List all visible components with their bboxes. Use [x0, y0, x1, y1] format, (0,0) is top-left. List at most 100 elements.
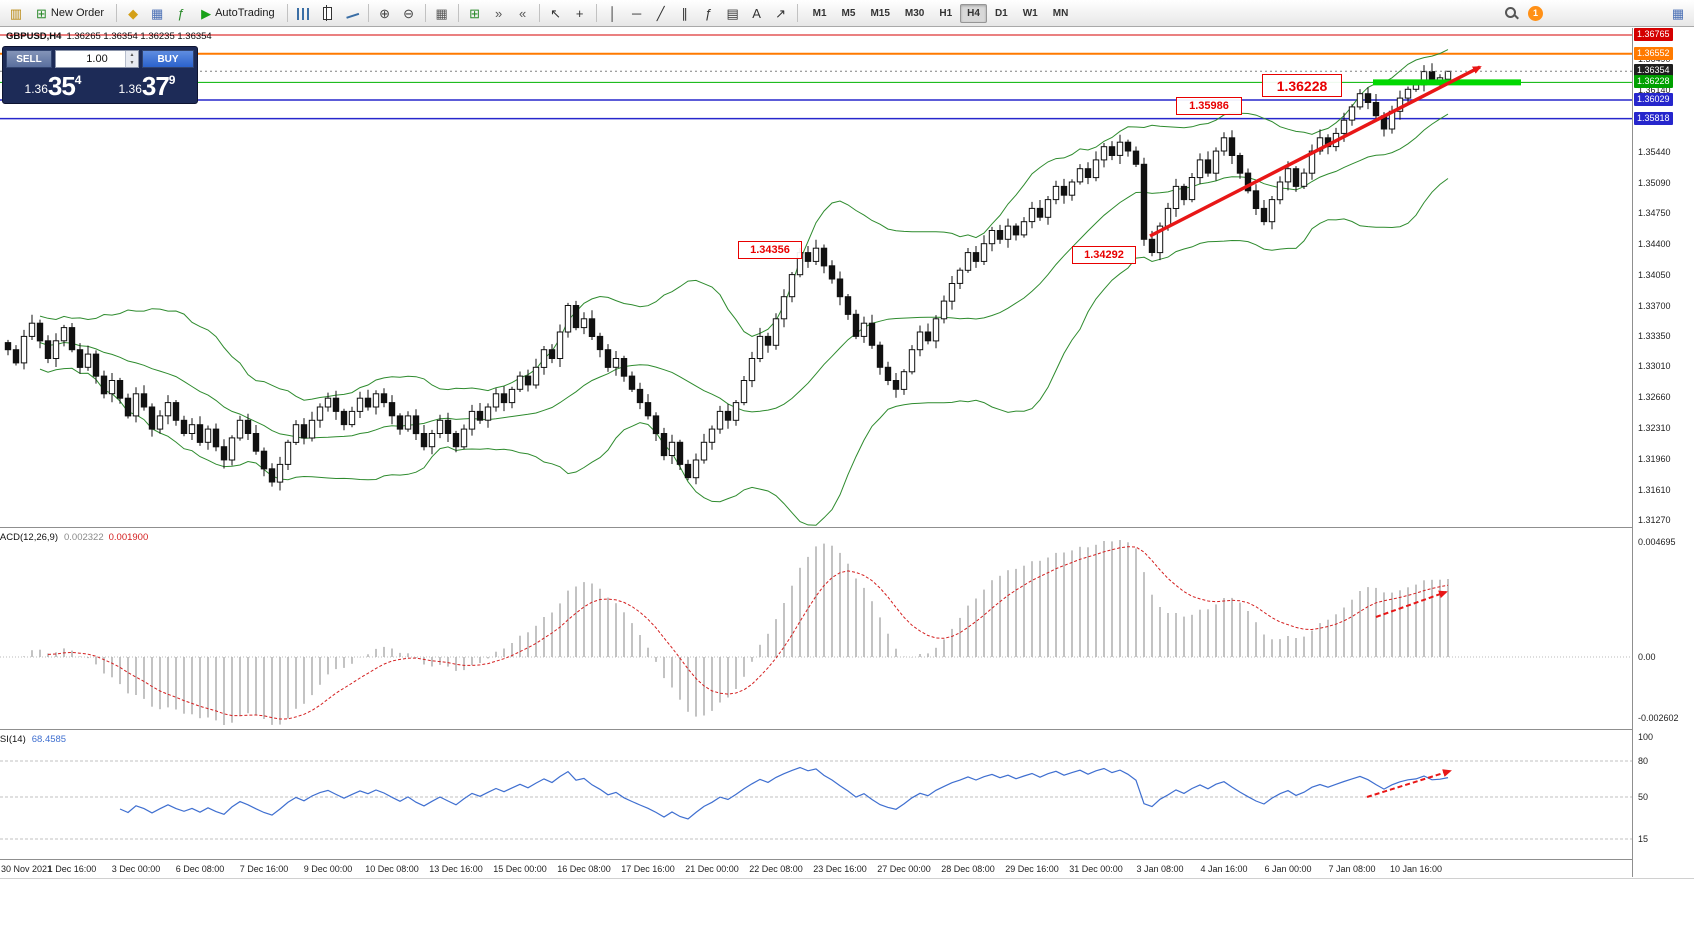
vertical-line-icon[interactable]: │ — [601, 1, 625, 25]
time-axis-label: 29 Dec 16:00 — [1005, 864, 1059, 874]
main-toolbar: ▥ ⊞ New Order ◆ ▦ ƒ ▶ AutoTrading ⊕ ⊖ ▦ ⊞» «↖ + │ ─ ╱ ∥ ƒ ▤… — [0, 0, 1694, 27]
rsi-name: RSI(14) — [0, 734, 26, 745]
autotrading-icon: ▶ — [201, 5, 212, 21]
ask-price: 1.36 37 9 — [100, 71, 194, 100]
autotrading-button[interactable]: ▶ AutoTrading — [193, 1, 283, 25]
chart-bottom-border — [0, 878, 1694, 879]
time-axis-label: 31 Dec 00:00 — [1069, 864, 1123, 874]
sell-button[interactable]: SELL — [6, 50, 52, 68]
bar-chart-icon — [297, 7, 311, 20]
arrows-icon-icon: ↗ — [775, 5, 787, 21]
timeframe-m15-button[interactable]: M15 — [870, 7, 890, 19]
chart-shift-icon[interactable]: « — [511, 1, 535, 25]
toolbar-separator — [286, 4, 288, 22]
line-chart-icon[interactable] — [340, 1, 364, 25]
volume-down-icon[interactable]: ▼ — [126, 59, 138, 67]
indicators-list-icon-icon: ƒ — [177, 5, 185, 21]
arrows-icon[interactable]: ↗ — [769, 1, 793, 25]
timeframe-m5-button[interactable]: M5 — [841, 7, 856, 19]
time-axis-label: 21 Dec 00:00 — [685, 864, 739, 874]
cursor-icon[interactable]: ↖ — [544, 1, 568, 25]
equidistant-channel-icon[interactable]: ∥ — [673, 1, 697, 25]
rsi-panel-canvas[interactable] — [0, 730, 1632, 859]
tile-windows-icon[interactable]: ▦ — [430, 1, 454, 25]
time-axis-label: 3 Dec 00:00 — [111, 864, 161, 874]
price-chart-canvas[interactable] — [0, 28, 1632, 528]
auto-scroll-icon[interactable]: » — [487, 1, 511, 25]
search-icon[interactable] — [1499, 1, 1523, 25]
autotrading-button-label: AutoTrading — [215, 7, 275, 19]
panel-separator[interactable] — [0, 527, 1694, 528]
volume-stepper[interactable]: ▲ ▼ — [125, 51, 138, 67]
macd-name: MACD(12,26,9) — [0, 532, 58, 543]
time-axis-label: 7 Jan 08:00 — [1328, 864, 1376, 874]
price-axis-tick: 1.35090 — [1638, 178, 1671, 188]
expert-advisors-icon-icon: ◆ — [128, 5, 139, 21]
time-axis-label: 6 Jan 00:00 — [1264, 864, 1312, 874]
new-chart-icon[interactable]: ⊞ — [463, 1, 487, 25]
new-order-button[interactable]: ⊞ New Order — [28, 1, 112, 25]
zoom-in-icon[interactable]: ⊕ — [373, 1, 397, 25]
profiles-icon[interactable]: ▦ — [145, 1, 169, 25]
rsi-axis-tick: 80 — [1638, 756, 1649, 766]
price-axis-tick: 1.34400 — [1638, 239, 1671, 249]
toolbar-separator — [116, 4, 118, 22]
timeframe-m1-button[interactable]: M1 — [812, 7, 827, 19]
symbol-period-label: GBPUSD,H4 — [6, 31, 62, 42]
buy-button[interactable]: BUY — [142, 50, 194, 68]
rsi-axis-tick: 15 — [1638, 834, 1649, 844]
zoom-out-icon[interactable]: ⊖ — [397, 1, 421, 25]
timeframe-m30-button[interactable]: M30 — [904, 7, 925, 19]
time-axis-label: 28 Dec 08:00 — [941, 864, 995, 874]
price-axis[interactable]: 1.364901.361401.357901.354401.350901.347… — [1632, 28, 1694, 877]
bid-pip-digit: 4 — [74, 73, 82, 87]
trendline-icon[interactable]: ╱ — [649, 1, 673, 25]
line-chart-icon — [343, 5, 360, 19]
timeframe-h4-button[interactable]: H4 — [960, 3, 987, 23]
workspace-grid-icon[interactable]: ▦ — [1671, 5, 1685, 21]
timeframe-mn-button[interactable]: MN — [1052, 7, 1069, 19]
cursor-icon-icon: ↖ — [550, 5, 562, 21]
price-axis-tick: 1.33700 — [1638, 301, 1671, 311]
toolbar-separator — [595, 4, 597, 22]
fibonacci-icon[interactable]: ƒ — [697, 1, 721, 25]
notification-badge[interactable]: 1 — [1528, 5, 1543, 21]
candlestick-chart-icon[interactable] — [316, 1, 340, 25]
timeframe-w1-button[interactable]: W1 — [1022, 7, 1038, 19]
charts-shortcut-icon-icon: ▥ — [9, 5, 23, 21]
volume-up-icon[interactable]: ▲ — [126, 51, 138, 59]
new-order-icon: ⊞ — [36, 5, 47, 21]
text-icon[interactable]: A — [745, 1, 769, 25]
panel-separator[interactable] — [0, 729, 1694, 730]
timeframe-toolbar: M1 M5 M15 M30 H1 H4 D1 W1 MN — [806, 3, 1076, 23]
price-annotation-label: 1.34356 — [738, 241, 802, 259]
time-axis-label: 16 Dec 08:00 — [557, 864, 611, 874]
bid-price: 1.36 35 4 — [6, 71, 100, 100]
price-axis-tick: 1.31270 — [1638, 515, 1671, 525]
ohlc-values: 1.36265 1.36354 1.36235 1.36354 — [66, 31, 212, 42]
rsi-indicator-label: RSI(14) 68.4585 — [0, 734, 66, 745]
macd-panel-canvas[interactable] — [0, 528, 1632, 730]
macd-value: 0.002322 — [64, 532, 104, 543]
indicators-list-icon[interactable]: ƒ — [169, 1, 193, 25]
auto-scroll-icon-icon: » — [495, 5, 503, 21]
macd-axis-tick: 0.00 — [1638, 652, 1656, 662]
crosshair-icon[interactable]: + — [568, 1, 592, 25]
timeframe-h1-button[interactable]: H1 — [939, 7, 953, 19]
chart-shift-icon-icon: « — [519, 5, 527, 21]
time-axis-label: 13 Dec 16:00 — [429, 864, 483, 874]
time-axis[interactable]: 30 Nov 2021 1 Dec 16:00 3 Dec 00:00 6 Dec 0… — [0, 860, 1632, 878]
time-axis-label: 22 Dec 08:00 — [749, 864, 803, 874]
time-axis-label: 3 Jan 08:00 — [1136, 864, 1184, 874]
expert-advisors-icon[interactable]: ◆ — [121, 1, 145, 25]
horizontal-line-icon[interactable]: ─ — [625, 1, 649, 25]
rsi-axis-tick: 100 — [1638, 732, 1654, 742]
time-axis-label: 4 Jan 16:00 — [1200, 864, 1248, 874]
price-axis-tick: 1.33010 — [1638, 361, 1671, 371]
shapes-icon[interactable]: ▤ — [721, 1, 745, 25]
volume-input[interactable]: 1.00 ▲ ▼ — [55, 50, 139, 68]
price-axis-tick: 1.31610 — [1638, 485, 1671, 495]
timeframe-d1-button[interactable]: D1 — [994, 7, 1008, 19]
charts-shortcut-icon[interactable]: ▥ — [4, 1, 28, 25]
bar-chart-icon[interactable] — [292, 1, 316, 25]
